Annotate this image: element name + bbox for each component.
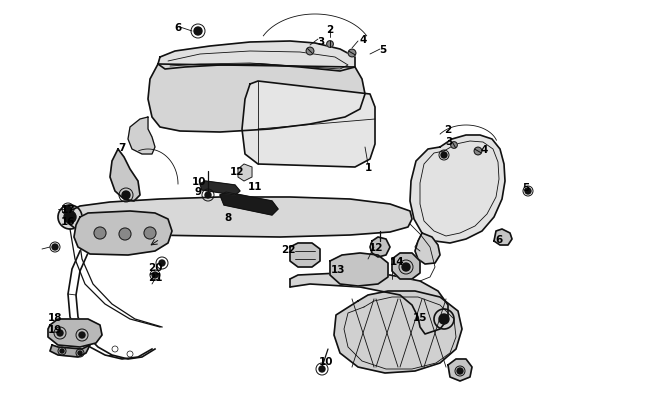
Text: 19: 19	[48, 324, 62, 334]
Circle shape	[474, 148, 482, 156]
Circle shape	[205, 192, 211, 198]
Circle shape	[450, 142, 458, 149]
Text: 14: 14	[390, 256, 404, 266]
Text: 6: 6	[174, 23, 181, 33]
Circle shape	[60, 349, 64, 353]
Text: 15: 15	[413, 312, 427, 322]
Circle shape	[306, 48, 314, 56]
Text: 12: 12	[369, 243, 383, 252]
Text: 21: 21	[148, 272, 162, 282]
Circle shape	[525, 189, 531, 194]
Polygon shape	[290, 273, 448, 334]
Polygon shape	[448, 359, 472, 381]
Polygon shape	[290, 243, 320, 267]
Circle shape	[402, 263, 410, 271]
Polygon shape	[334, 291, 462, 373]
Circle shape	[52, 244, 58, 250]
Text: 13: 13	[331, 264, 345, 274]
Text: 5: 5	[523, 183, 530, 192]
Text: 3: 3	[445, 136, 452, 147]
Polygon shape	[392, 254, 420, 279]
Circle shape	[159, 260, 165, 266]
Text: 17: 17	[60, 205, 75, 215]
Polygon shape	[242, 82, 375, 168]
Circle shape	[327, 42, 333, 48]
Circle shape	[57, 330, 63, 336]
Polygon shape	[50, 345, 90, 357]
Text: 9: 9	[194, 187, 202, 196]
Text: 12: 12	[229, 166, 244, 177]
Polygon shape	[410, 136, 505, 243]
Circle shape	[58, 205, 82, 230]
Polygon shape	[370, 237, 390, 257]
Circle shape	[348, 50, 356, 58]
Text: 10: 10	[318, 356, 333, 366]
Polygon shape	[494, 230, 512, 245]
Circle shape	[319, 366, 325, 372]
Polygon shape	[148, 65, 365, 133]
Circle shape	[65, 207, 71, 213]
Circle shape	[194, 28, 202, 36]
Polygon shape	[128, 118, 155, 155]
Circle shape	[152, 272, 158, 278]
Circle shape	[439, 314, 449, 324]
Text: 16: 16	[60, 216, 75, 226]
Polygon shape	[48, 319, 102, 347]
Circle shape	[119, 228, 131, 241]
Circle shape	[79, 332, 85, 338]
Text: 20: 20	[148, 262, 162, 272]
Text: 7: 7	[118, 143, 125, 153]
Polygon shape	[200, 181, 240, 196]
Polygon shape	[110, 149, 140, 202]
Text: 18: 18	[47, 312, 62, 322]
Circle shape	[78, 351, 82, 355]
Circle shape	[94, 228, 106, 239]
Polygon shape	[68, 198, 412, 237]
Text: 11: 11	[248, 181, 262, 192]
Text: 6: 6	[495, 234, 502, 244]
Text: 2: 2	[445, 125, 452, 135]
Text: 3: 3	[317, 37, 324, 47]
Circle shape	[122, 192, 130, 200]
Polygon shape	[158, 42, 355, 72]
Circle shape	[434, 309, 454, 329]
Polygon shape	[330, 254, 388, 286]
Text: 4: 4	[359, 35, 367, 45]
Polygon shape	[415, 233, 440, 264]
Text: 5: 5	[380, 45, 387, 55]
Text: 8: 8	[224, 213, 231, 222]
Text: 10: 10	[192, 177, 206, 187]
Polygon shape	[74, 211, 172, 256]
Text: 1: 1	[365, 162, 372, 173]
Circle shape	[457, 368, 463, 374]
Polygon shape	[220, 192, 278, 215]
Text: 22: 22	[281, 244, 295, 254]
Circle shape	[144, 228, 156, 239]
Circle shape	[64, 211, 76, 224]
Polygon shape	[238, 164, 252, 181]
Text: 2: 2	[326, 25, 333, 35]
Text: 4: 4	[480, 145, 488, 155]
Circle shape	[441, 153, 447, 159]
